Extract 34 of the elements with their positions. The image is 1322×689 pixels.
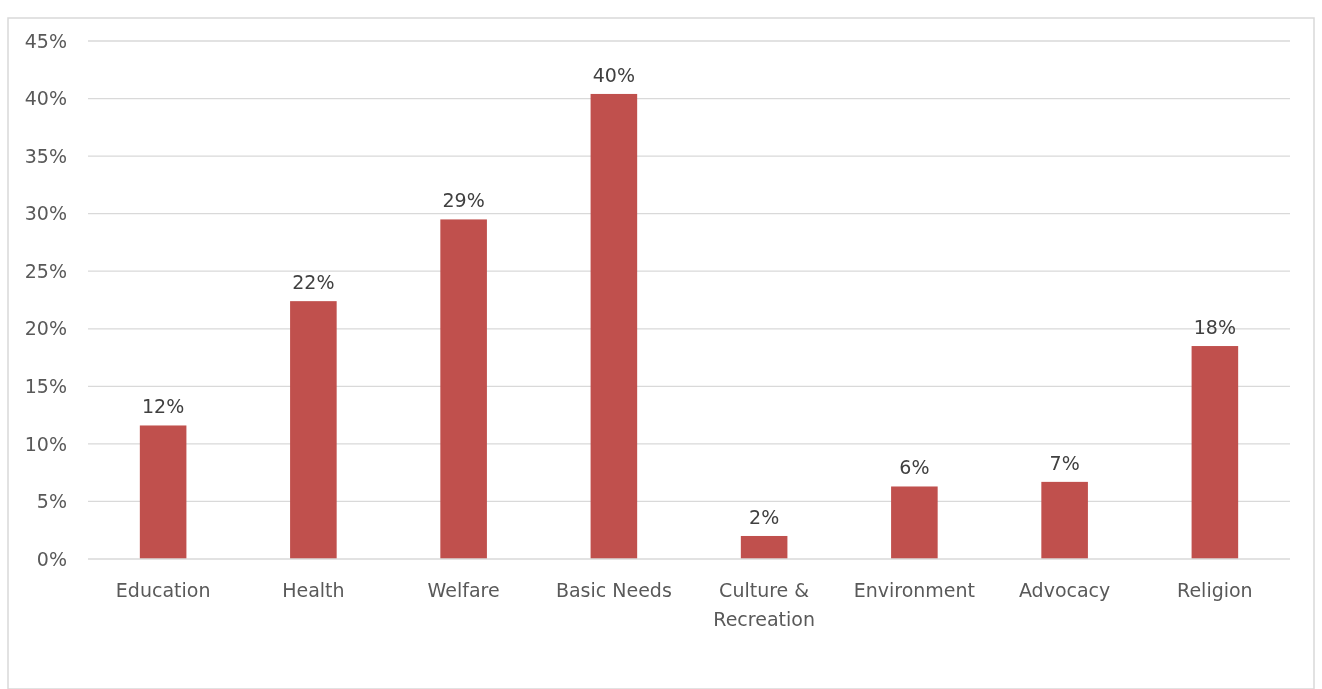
bar [1191,346,1239,559]
bar [1041,481,1088,559]
y-tick-label: 15% [24,374,67,397]
y-tick-label: 20% [24,317,67,340]
data-label: 18% [1193,316,1236,339]
x-tick-label: Health [282,579,345,601]
x-tick-label: Basic Needs [555,579,672,601]
data-label: 12% [142,395,185,418]
bar [891,486,938,559]
x-tick-label: Environment [853,579,976,601]
y-tick-label: 40% [24,87,67,110]
bar [139,425,187,559]
data-label: 6% [899,456,930,479]
bar [440,219,487,559]
y-tick-label: 10% [24,432,67,455]
data-label: 29% [442,189,485,212]
y-tick-label: 25% [24,259,67,282]
x-tick-label: Advocacy [1018,579,1111,601]
y-tick-label: 30% [24,202,67,225]
y-tick-label: 45% [24,29,67,52]
bar [590,93,638,559]
data-label: 7% [1049,451,1080,474]
x-tick-label: Welfare [427,579,500,601]
x-tick-label: Religion [1177,579,1253,601]
data-label: 40% [592,63,635,86]
data-label: 22% [292,271,335,294]
y-tick-label: 5% [36,490,67,513]
bar [740,535,788,559]
y-tick-label: 35% [24,144,67,167]
x-tick-label: Culture & Recreation [713,579,815,630]
x-tick-label: Education [115,579,211,601]
data-label: 2% [749,505,780,528]
bar [290,301,337,559]
y-tick-label: 0% [36,547,67,570]
